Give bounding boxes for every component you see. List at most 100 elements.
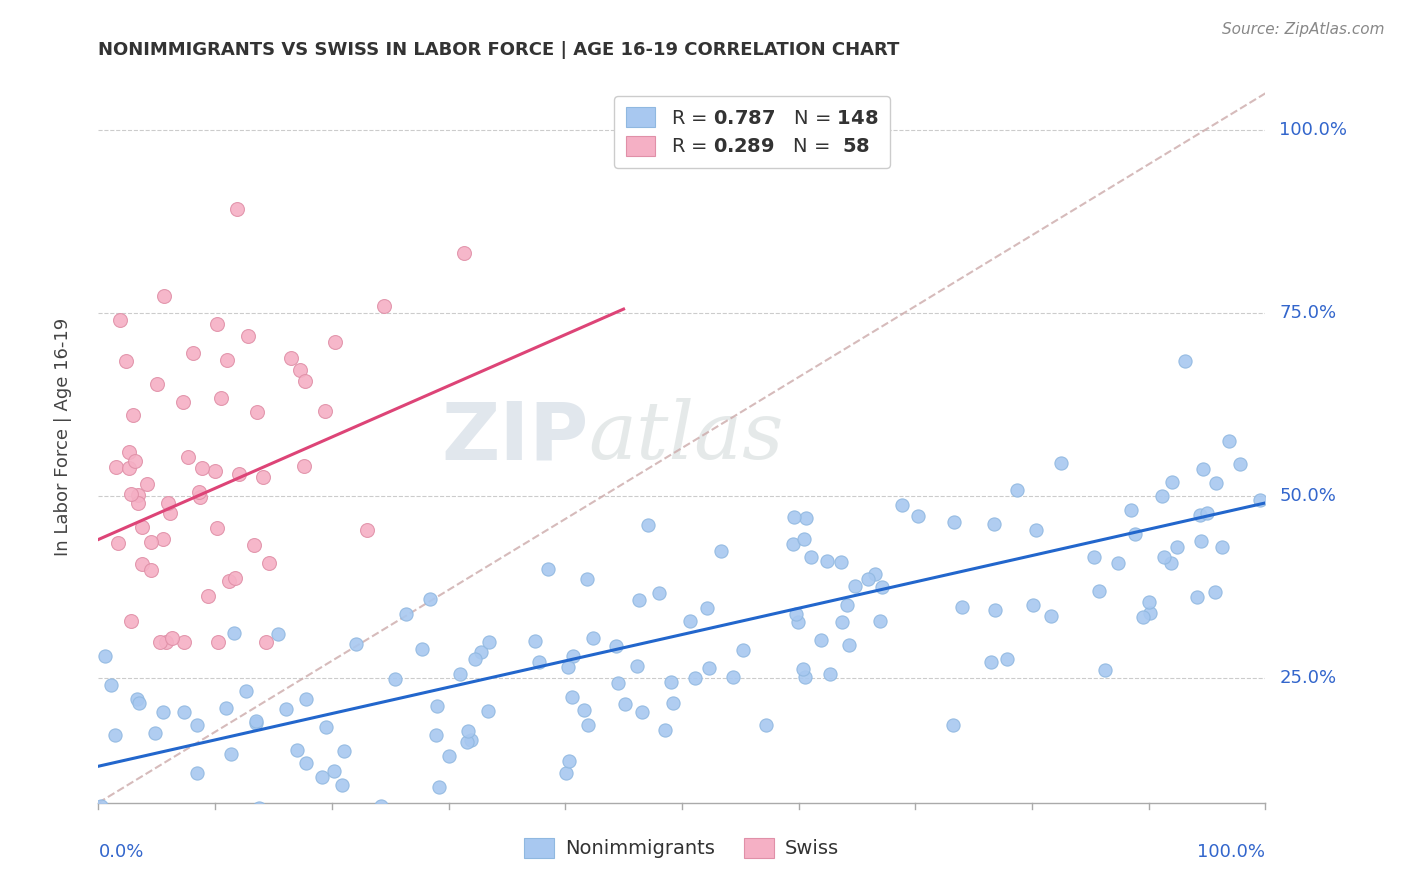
Point [562, 648, 585, 663]
Point [627, 592, 650, 607]
Point [314, 404, 336, 418]
Point [527, 655, 550, 669]
Point [217, 353, 239, 368]
Point [838, 639, 860, 653]
Point [157, 496, 180, 510]
Point [131, 519, 153, 533]
Text: 25.0%: 25.0% [1279, 670, 1337, 688]
Point [127, 691, 149, 706]
Point [557, 754, 579, 768]
Point [782, 537, 804, 551]
Point [425, 727, 447, 741]
Point [205, 317, 228, 331]
Point [173, 635, 195, 649]
Point [818, 667, 841, 681]
Point [537, 562, 560, 576]
Point [118, 445, 141, 459]
Point [181, 345, 204, 359]
Point [942, 515, 965, 529]
Text: NONIMMIGRANTS VS SWISS IN LABOR FORCE | AGE 16-19 CORRELATION CHART: NONIMMIGRANTS VS SWISS IN LABOR FORCE | … [98, 41, 900, 59]
Point [197, 589, 219, 603]
Point [107, 536, 129, 550]
Point [344, 637, 367, 651]
Point [325, 334, 347, 349]
Point [384, 672, 406, 686]
Point [815, 554, 838, 568]
Point [426, 698, 449, 713]
Point [470, 645, 492, 659]
Point [215, 701, 238, 715]
Text: 50.0%: 50.0% [1279, 487, 1336, 505]
Point [477, 704, 499, 718]
Point [146, 377, 169, 392]
Point [460, 733, 482, 747]
Point [100, 678, 122, 692]
Point [942, 717, 965, 731]
Point [785, 607, 807, 621]
Point [120, 818, 142, 832]
Point [731, 643, 754, 657]
Point [1187, 590, 1209, 604]
Text: Source: ZipAtlas.com: Source: ZipAtlas.com [1222, 22, 1385, 37]
Point [108, 313, 131, 327]
Point [238, 329, 260, 343]
Point [285, 743, 308, 757]
Point [1205, 476, 1227, 491]
Point [152, 532, 174, 546]
Point [1139, 606, 1161, 620]
Point [186, 718, 208, 732]
Point [995, 652, 1018, 666]
Point [1025, 523, 1047, 537]
Point [1218, 434, 1240, 448]
Point [124, 454, 146, 468]
Point [1083, 549, 1105, 564]
Point [844, 579, 866, 593]
Y-axis label: In Labor Force | Age 16-19: In Labor Force | Age 16-19 [53, 318, 72, 557]
Point [685, 671, 707, 685]
Point [1211, 540, 1233, 554]
Point [131, 557, 153, 571]
Point [1229, 457, 1251, 471]
Point [373, 299, 395, 313]
Point [1005, 483, 1028, 497]
Point [983, 516, 1005, 531]
Point [118, 460, 141, 475]
Point [787, 615, 810, 629]
Point [254, 635, 277, 649]
Point [654, 723, 676, 738]
Point [122, 408, 145, 422]
Point [561, 690, 583, 704]
Point [1107, 556, 1129, 570]
Point [274, 702, 297, 716]
Point [188, 490, 211, 504]
Point [243, 538, 266, 552]
Point [856, 572, 879, 586]
Point [247, 800, 270, 814]
Point [478, 635, 501, 649]
Point [574, 703, 596, 717]
Point [794, 510, 817, 524]
Point [792, 662, 814, 676]
Point [111, 814, 134, 828]
Point [294, 756, 316, 770]
Point [453, 246, 475, 260]
Point [159, 506, 181, 520]
Point [114, 353, 136, 368]
Point [782, 509, 804, 524]
Point [755, 718, 778, 732]
Point [141, 534, 163, 549]
Point [1153, 549, 1175, 564]
Point [800, 550, 823, 565]
Point [292, 458, 315, 473]
Point [90, 799, 112, 814]
Point [830, 556, 852, 570]
Text: ZIP: ZIP [441, 398, 589, 476]
Point [246, 405, 269, 419]
Point [127, 496, 149, 510]
Point [226, 202, 249, 216]
Point [626, 659, 648, 673]
Point [204, 464, 226, 478]
Point [245, 714, 267, 728]
Point [160, 631, 183, 645]
Point [1189, 533, 1212, 548]
